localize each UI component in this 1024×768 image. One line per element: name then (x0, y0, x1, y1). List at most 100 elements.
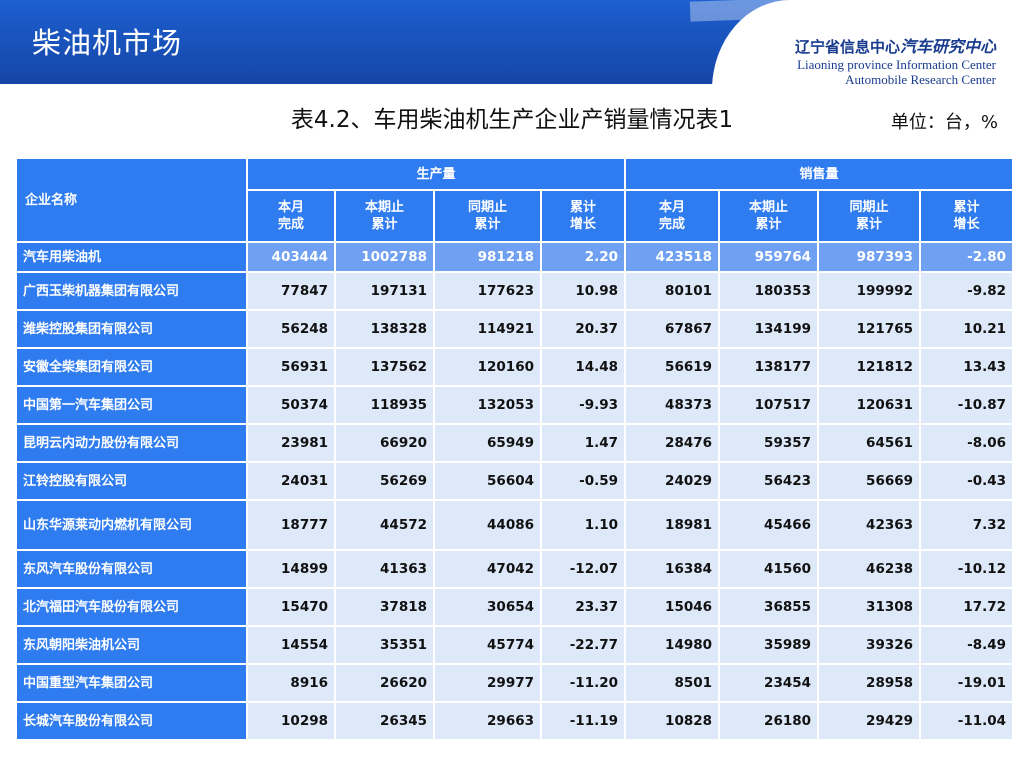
header-row-group: 企业名称 生产量 销售量 (17, 159, 1013, 241)
value-cell: 120631 (819, 387, 920, 423)
value-cell: 180353 (720, 273, 818, 309)
value-cell: 31308 (819, 589, 920, 625)
value-cell: -11.19 (542, 703, 625, 739)
table-row: 昆明云内动力股份有限公司 23981 66920 65949 1.47 28476 5935… (17, 425, 1013, 461)
value-cell: 1.47 (542, 425, 625, 461)
value-cell: 44086 (435, 501, 540, 549)
value-cell: 10.98 (542, 273, 625, 309)
value-cell: 26180 (720, 703, 818, 739)
header-banner: 柴油机市场 (0, 0, 1024, 84)
value-cell: 56619 (626, 349, 719, 385)
value-cell: 987393 (819, 243, 920, 271)
value-cell: -8.49 (921, 627, 1013, 663)
unit-label: 单位：台，% (890, 112, 998, 133)
value-cell: 118935 (336, 387, 433, 423)
table-row: 东风朝阳柴油机公司 14554 35351 45774 -22.77 14980 35989… (17, 627, 1013, 663)
table-row: 江铃控股有限公司 24031 56269 56604 -0.59 24029 56423 56… (17, 463, 1013, 499)
value-cell: 42363 (819, 501, 920, 549)
company-name-cell: 江铃控股有限公司 (17, 463, 246, 499)
column-header-line-2: 累计 (371, 217, 398, 232)
value-cell: 30654 (435, 589, 540, 625)
value-cell: 137562 (336, 349, 433, 385)
company-name-cell: 东风朝阳柴油机公司 (17, 627, 246, 663)
header-row-sub: 本月 完成 本期止 累计 同期止 累计 累计 增长 本月 完成 本期止 累计 同期止 累计 累计 增长 (17, 191, 1013, 241)
production-group-header: 生产量 (248, 159, 625, 189)
company-name-cell: 东风汽车股份有限公司 (17, 551, 246, 587)
value-cell: 56248 (248, 311, 334, 347)
value-cell: 8501 (626, 665, 719, 701)
value-cell: -10.12 (921, 551, 1013, 587)
value-cell: 28958 (819, 665, 920, 701)
table-row: 中国重型汽车集团公司 8916 26620 29977 -11.20 8501 23454 2… (17, 665, 1013, 701)
org-english-line-1: Liaoning province Information Center (797, 57, 996, 72)
value-cell: 138177 (720, 349, 818, 385)
value-cell: 199992 (819, 273, 920, 309)
value-cell: 8916 (248, 665, 334, 701)
value-cell: 17.72 (921, 589, 1013, 625)
company-name-cell: 山东华源莱动内燃机有限公司 (17, 501, 246, 549)
value-cell: 47042 (435, 551, 540, 587)
value-cell: 45774 (435, 627, 540, 663)
value-cell: 18777 (248, 501, 334, 549)
column-header-line-2: 累计 (474, 217, 501, 232)
company-name-header: 企业名称 (17, 159, 246, 241)
value-cell: -0.59 (542, 463, 625, 499)
column-header: 本月 完成 (626, 191, 719, 241)
value-cell: 56269 (336, 463, 433, 499)
value-cell: 121812 (819, 349, 920, 385)
value-cell: 107517 (720, 387, 818, 423)
column-header: 本月 完成 (248, 191, 334, 241)
table-body: 汽车用柴油机 403444 1002788 981218 2.20 423518 95976… (17, 243, 1013, 739)
value-cell: 28476 (626, 425, 719, 461)
table-row: 东风汽车股份有限公司 14899 41363 47042 -12.07 16384 4156… (17, 551, 1013, 587)
value-cell: 23981 (248, 425, 334, 461)
column-header: 累计 增长 (921, 191, 1013, 241)
value-cell: 14980 (626, 627, 719, 663)
value-cell: 121765 (819, 311, 920, 347)
value-cell: 44572 (336, 501, 433, 549)
value-cell: 45466 (720, 501, 818, 549)
value-cell: -0.43 (921, 463, 1013, 499)
value-cell: 981218 (435, 243, 540, 271)
column-header-line-1: 累计 (953, 200, 980, 215)
value-cell: 24029 (626, 463, 719, 499)
value-cell: 2.20 (542, 243, 625, 271)
column-header-line-1: 同期止 (849, 200, 889, 215)
company-name-cell: 潍柴控股集团有限公司 (17, 311, 246, 347)
table-title: 表4.2、车用柴油机生产企业产销量情况表1 (290, 107, 734, 133)
value-cell: -9.93 (542, 387, 625, 423)
value-cell: 48373 (626, 387, 719, 423)
column-header: 累计 增长 (542, 191, 625, 241)
value-cell: 64561 (819, 425, 920, 461)
value-cell: 10.21 (921, 311, 1013, 347)
value-cell: 403444 (248, 243, 334, 271)
banner-title: 柴油机市场 (32, 26, 183, 60)
value-cell: 23454 (720, 665, 818, 701)
column-header-line-2: 累计 (856, 217, 883, 232)
value-cell: 1002788 (336, 243, 433, 271)
value-cell: 39326 (819, 627, 920, 663)
value-cell: 177623 (435, 273, 540, 309)
value-cell: -2.80 (921, 243, 1013, 271)
value-cell: -8.06 (921, 425, 1013, 461)
value-cell: 67867 (626, 311, 719, 347)
column-header-line-2: 增长 (953, 217, 980, 232)
value-cell: 132053 (435, 387, 540, 423)
org-name-strong: 汽车研究中心 (899, 37, 996, 56)
value-cell: -22.77 (542, 627, 625, 663)
value-cell: -10.87 (921, 387, 1013, 423)
value-cell: 14554 (248, 627, 334, 663)
column-header-line-1: 本月 (659, 200, 686, 215)
table-row: 山东华源莱动内燃机有限公司 18777 44572 44086 1.10 18981 454… (17, 501, 1013, 549)
value-cell: 37818 (336, 589, 433, 625)
value-cell: 14.48 (542, 349, 625, 385)
value-cell: 56423 (720, 463, 818, 499)
value-cell: 138328 (336, 311, 433, 347)
table-row: 北汽福田汽车股份有限公司 15470 37818 30654 23.37 15046 368… (17, 589, 1013, 625)
value-cell: 46238 (819, 551, 920, 587)
company-name-cell: 中国重型汽车集团公司 (17, 665, 246, 701)
company-name-cell: 安徽全柴集团有限公司 (17, 349, 246, 385)
table-row: 广西玉柴机器集团有限公司 77847 197131 177623 10.98 80101 1… (17, 273, 1013, 309)
value-cell: 114921 (435, 311, 540, 347)
value-cell: 959764 (720, 243, 818, 271)
